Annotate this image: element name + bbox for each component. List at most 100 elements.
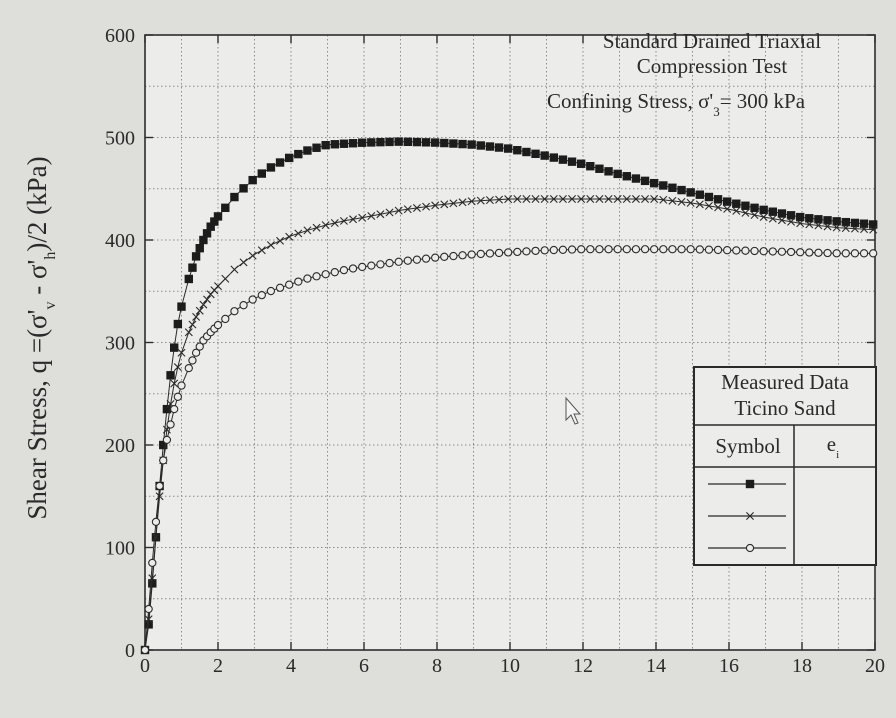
data-point-x [294,229,303,238]
x-stroke [221,274,230,283]
x-stroke [294,229,303,238]
data-point-x [221,274,230,283]
x-stroke [385,208,394,217]
data-point-circle [148,558,157,568]
data-point-circle [750,246,759,256]
x-stroke [458,198,467,207]
data-point-x [195,306,204,315]
data-point-circle [741,246,750,255]
x-stroke [303,226,312,235]
cursor-icon [565,396,582,425]
data-point-square [321,140,330,150]
data-point-x [312,223,321,232]
data-point-square [677,185,686,195]
data-point-square [221,203,230,213]
data-point-x [155,492,164,501]
y-tick-label: 400 [105,230,135,252]
data-point-x [613,195,622,203]
data-point-circle [257,290,266,300]
x-tick-label: 16 [719,655,739,677]
data-point-x [604,195,613,203]
x-tick-label: 4 [286,655,296,677]
data-point-circle [376,260,385,269]
data-point-circle [745,543,755,553]
x-stroke [485,196,494,205]
data-point-circle [577,245,586,254]
data-point-x [631,195,640,203]
data-point-square [195,244,204,253]
data-point-x [276,236,285,245]
data-point-circle [239,301,248,310]
x-stroke [750,211,759,219]
x-tick-label: 20 [865,655,885,677]
data-point-square [303,146,312,155]
y-tick-label: 600 [105,25,135,47]
data-point-x [549,195,558,203]
data-point-circle [191,348,201,357]
data-point-x [823,222,832,231]
data-point-square [266,163,276,172]
data-point-circle [367,261,376,270]
data-point-circle [449,251,458,261]
data-point-x [476,196,485,205]
data-point-circle [431,253,440,262]
x-stroke [549,195,558,203]
data-point-square [275,158,285,167]
data-point-circle [531,246,540,256]
data-point-square [210,217,219,226]
data-point-circle [613,245,622,254]
data-point-circle [522,247,531,256]
data-point-square [522,147,531,157]
legend-rows [708,479,786,553]
data-point-x [641,195,650,203]
data-point-square [604,167,613,176]
x-tick-label: 10 [500,655,520,677]
data-point-x [741,208,750,217]
data-point-x [394,206,403,215]
y-tick-label: 300 [105,333,135,355]
data-point-square [841,217,850,227]
data-point-x [495,195,504,204]
data-point-square [357,138,367,147]
x-stroke [732,206,741,215]
data-point-circle [732,246,741,255]
data-point-x [199,300,208,309]
x-stroke [376,210,385,219]
data-point-x [595,195,604,203]
x-tick-label: 6 [359,655,369,677]
data-point-x [768,214,777,223]
data-point-circle [285,280,294,289]
data-point-x [704,201,713,210]
data-point-circle [513,247,522,257]
x-stroke [330,218,339,227]
data-point-circle [162,435,172,445]
data-point-circle [668,245,677,254]
x-stroke [144,615,153,624]
data-point-square [449,139,458,148]
data-point-circle [805,248,814,257]
x-stroke [199,300,208,309]
legend: Measured Data Ticino Sand Symbol ei [693,366,877,566]
x-stroke [832,223,841,232]
data-point-square [586,162,595,171]
x-stroke [440,200,449,209]
data-point-x [869,225,878,234]
data-point-x [759,213,768,222]
data-point-circle [248,295,257,304]
x-stroke [568,195,577,203]
x-stroke [631,195,640,203]
data-point-square [741,201,750,210]
x-stroke [695,200,704,209]
data-point-x [170,379,179,388]
data-point-x [522,195,531,203]
data-point-square [722,197,732,206]
data-point-x [540,195,549,203]
data-point-square [576,159,586,168]
data-point-x [184,328,193,337]
data-point-circle [759,247,768,256]
x-stroke [349,215,358,224]
x-stroke [412,203,421,212]
data-point-x [814,221,823,230]
data-point-circle [173,392,182,401]
